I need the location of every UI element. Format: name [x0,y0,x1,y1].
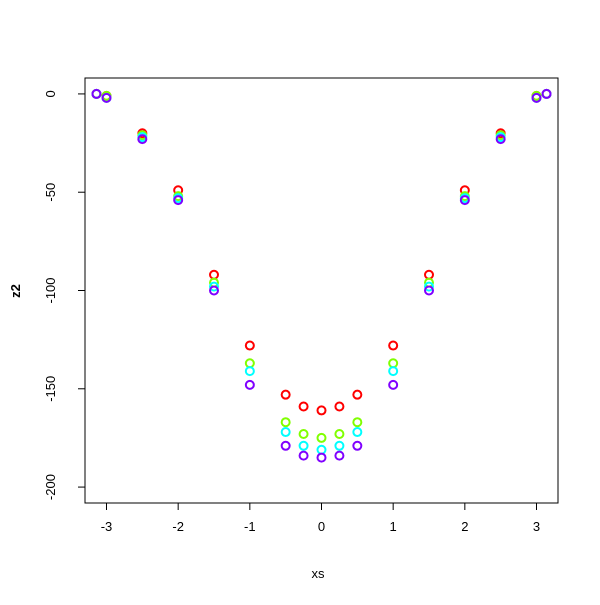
point [244,340,255,351]
point [316,405,327,416]
point [352,427,363,438]
y-axis-label: z2 [8,284,23,298]
x-tick-label: -1 [244,519,256,534]
point [91,88,102,99]
point [244,366,255,377]
point [209,281,219,292]
x-tick-label: 2 [461,519,468,534]
point [424,285,434,296]
point [388,379,399,390]
point [531,92,542,103]
point [388,366,399,377]
point [280,427,291,438]
point [388,340,399,351]
x-tick-label: 0 [318,519,325,534]
point [424,281,434,292]
y-tick-label: 0 [43,90,58,97]
point [495,134,506,145]
point [209,285,219,296]
point [541,88,552,99]
point [137,134,148,145]
point [280,440,291,451]
point [424,269,434,280]
x-tick-label: 3 [533,519,540,534]
point [280,417,291,428]
x-tick-label: -2 [172,519,184,534]
point [388,358,399,369]
y-tick-label: -150 [43,376,58,402]
plot-box [84,77,559,504]
point [209,269,219,280]
point [298,429,309,440]
point [298,450,309,461]
point [298,440,309,451]
point [316,452,327,463]
point [459,195,470,206]
point [316,444,327,455]
point [244,379,255,390]
point [352,389,363,400]
point [173,195,184,206]
x-tick-label: 1 [390,519,397,534]
point [334,450,345,461]
y-tick-label: -200 [43,474,58,500]
y-tick-label: -50 [43,183,58,202]
y-tick-label: -100 [43,277,58,303]
point [334,440,345,451]
point [334,401,345,412]
point [280,389,291,400]
x-tick-label: -3 [101,519,113,534]
point [244,358,255,369]
point [316,432,327,443]
point [352,440,363,451]
x-axis-label: xs [312,566,326,581]
point [298,401,309,412]
point [334,429,345,440]
point [101,92,112,103]
point [352,417,363,428]
